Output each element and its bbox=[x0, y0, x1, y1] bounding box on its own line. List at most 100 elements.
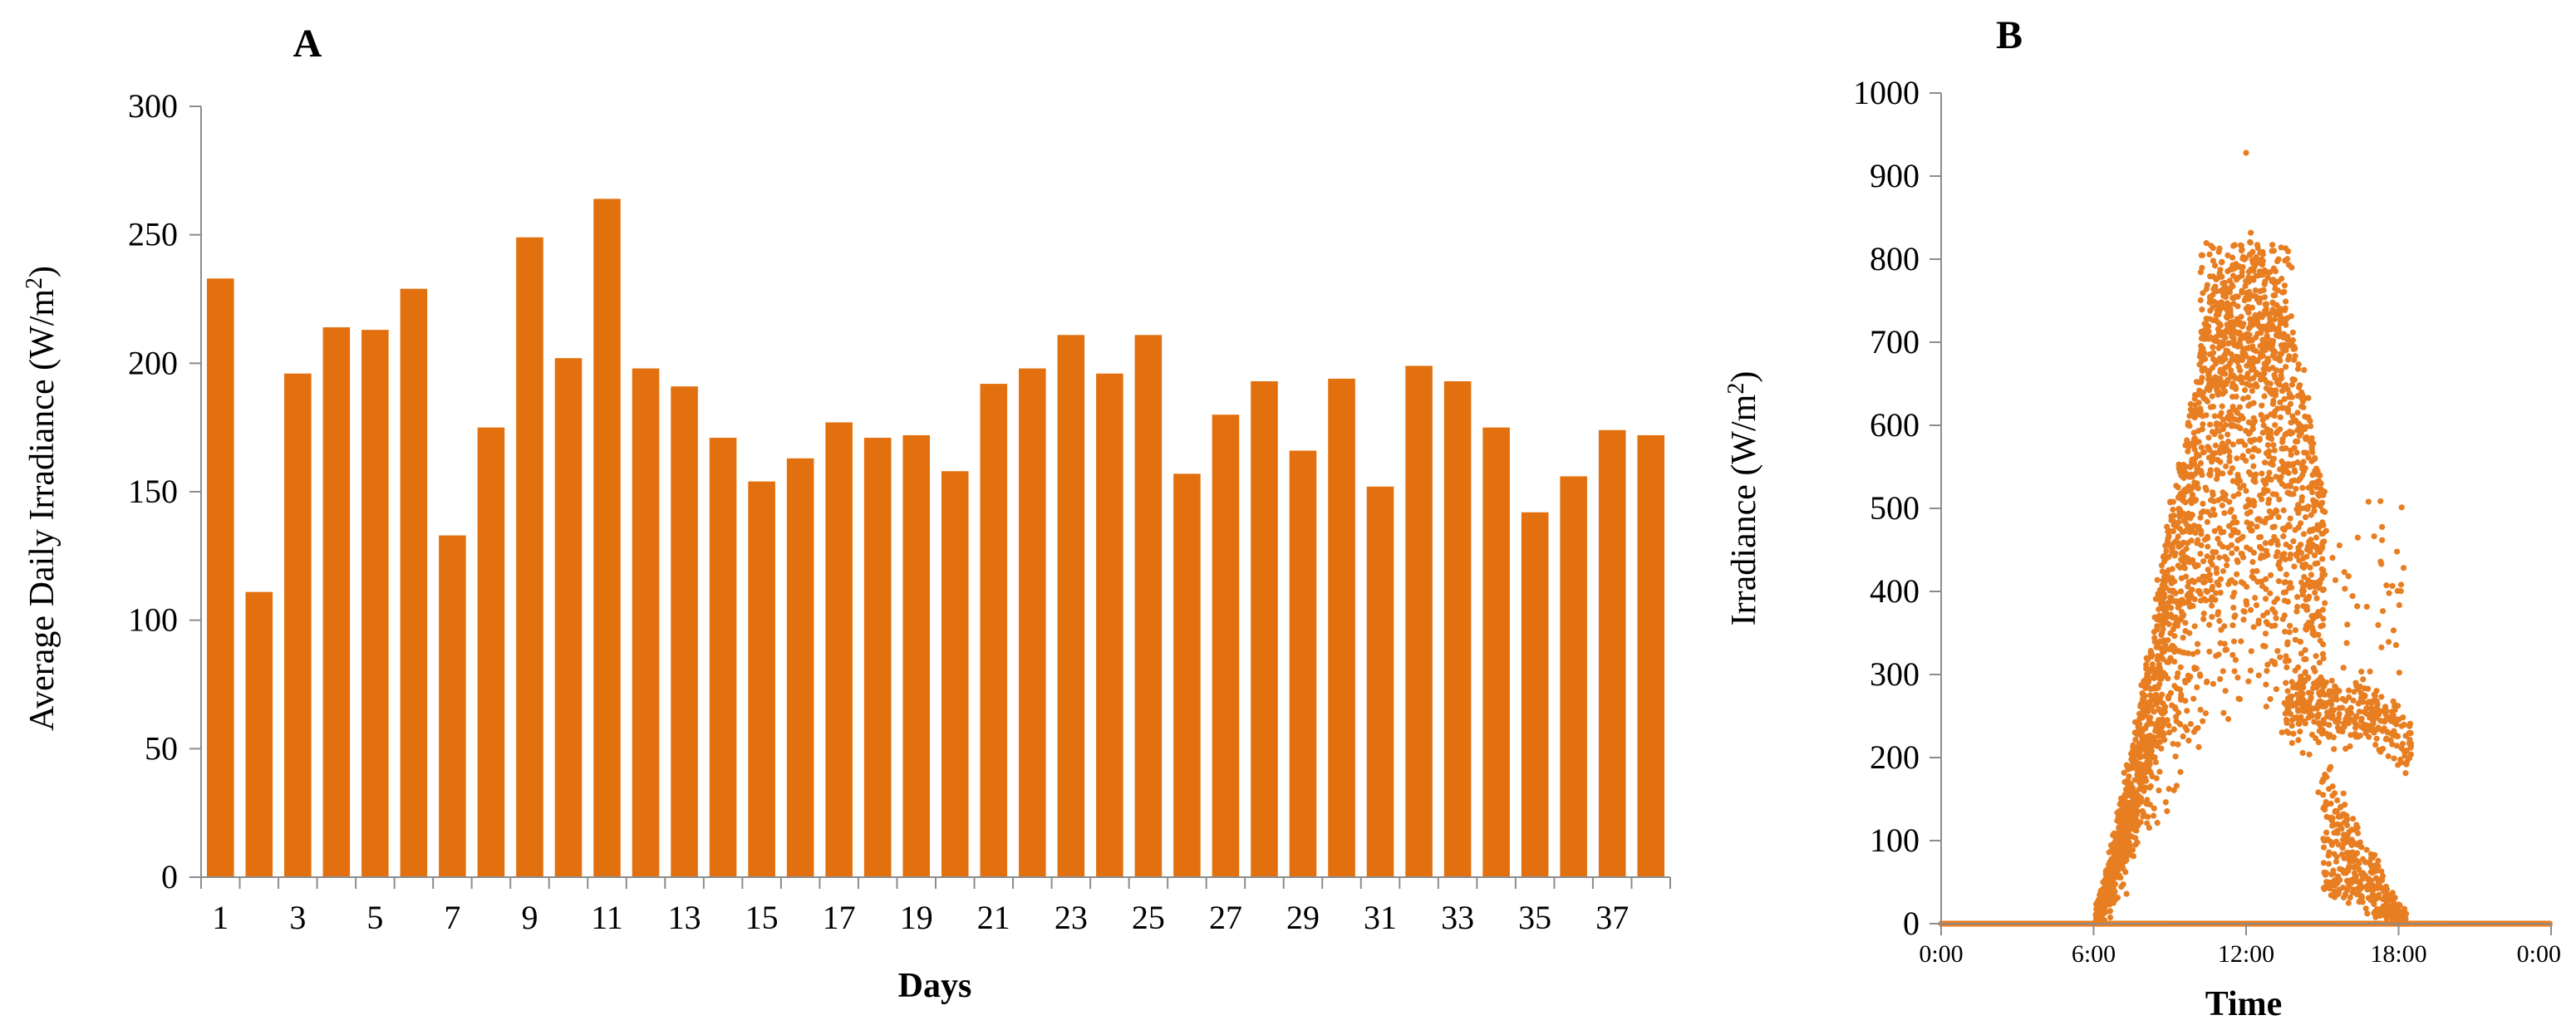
scatter-point bbox=[2146, 733, 2153, 739]
scatter-point bbox=[2188, 463, 2195, 469]
scatter-point bbox=[2225, 252, 2231, 259]
scatter-point bbox=[2258, 545, 2265, 552]
scatter-point bbox=[2291, 444, 2298, 451]
scatter-point bbox=[2236, 696, 2244, 703]
scatter-point bbox=[2287, 551, 2294, 558]
scatter-point bbox=[2121, 792, 2128, 798]
scatter-point bbox=[2327, 884, 2333, 890]
scatter-point bbox=[2293, 608, 2300, 615]
scatter-point bbox=[2182, 620, 2189, 626]
scatter-point bbox=[2154, 576, 2161, 583]
scatter-point bbox=[2279, 729, 2285, 736]
scatter-point bbox=[2363, 846, 2370, 853]
scatter-point bbox=[2244, 394, 2251, 401]
scatter-point bbox=[2279, 616, 2286, 622]
scatter-point bbox=[2216, 245, 2223, 252]
scatter-point bbox=[2214, 381, 2220, 389]
scatter-point bbox=[2329, 822, 2336, 829]
scatter-point bbox=[2215, 497, 2221, 503]
scatter-point bbox=[2191, 481, 2198, 488]
scatter-point bbox=[2285, 470, 2292, 477]
scatter-point bbox=[2259, 552, 2265, 559]
scatter-point bbox=[2220, 668, 2226, 674]
scatter-point bbox=[2388, 709, 2396, 715]
scatter-point bbox=[2219, 340, 2226, 346]
scatter-point bbox=[2192, 563, 2199, 570]
scatter-point bbox=[2202, 710, 2209, 717]
scatter-point bbox=[2218, 434, 2225, 440]
scatter-point bbox=[2209, 393, 2215, 400]
scatter-point bbox=[2377, 877, 2384, 884]
scatter-point bbox=[2321, 538, 2328, 545]
scatter-point bbox=[2270, 455, 2277, 462]
scatter-point bbox=[2154, 656, 2161, 663]
scatter-point bbox=[2266, 469, 2273, 476]
scatter-point bbox=[2342, 586, 2348, 592]
scatter-point bbox=[2350, 697, 2357, 704]
scatter-point bbox=[2197, 269, 2204, 276]
scatter-point bbox=[2341, 723, 2347, 730]
scatter-point bbox=[2406, 736, 2413, 743]
scatter-point bbox=[2230, 638, 2238, 645]
scatter-point bbox=[2226, 289, 2234, 296]
scatter-point bbox=[2194, 640, 2201, 647]
scatter-point bbox=[2239, 395, 2247, 402]
scatter-point bbox=[2337, 822, 2344, 828]
scatter-point bbox=[2277, 565, 2283, 572]
scatter-point bbox=[2272, 422, 2279, 429]
scatter-point bbox=[2283, 702, 2290, 709]
scatter-point bbox=[2269, 365, 2276, 371]
scatter-point bbox=[2191, 446, 2198, 453]
scatter-point bbox=[2354, 885, 2361, 892]
scatter-point bbox=[2177, 768, 2184, 775]
scatter-point bbox=[2136, 774, 2143, 781]
scatter-point bbox=[2185, 737, 2192, 744]
scatter-point bbox=[2295, 544, 2302, 552]
scatter-point bbox=[2189, 525, 2195, 532]
scatter-point bbox=[2191, 435, 2198, 442]
scatter-point bbox=[2206, 571, 2213, 578]
scatter-point bbox=[2121, 820, 2127, 826]
panel-b-y-title-main: Irradiance (W/m bbox=[1725, 394, 1763, 625]
scatter-point bbox=[2338, 803, 2344, 810]
scatter-point bbox=[2316, 728, 2323, 734]
bar-day-26 bbox=[1173, 473, 1201, 877]
scatter-point bbox=[2195, 537, 2201, 543]
scatter-point bbox=[2196, 387, 2203, 394]
scatter-point bbox=[2192, 440, 2199, 447]
scatter-point bbox=[2293, 485, 2299, 493]
scatter-point bbox=[2333, 838, 2340, 845]
panel-a-x-tick-label: 5 bbox=[366, 899, 383, 936]
scatter-point bbox=[2271, 348, 2279, 356]
scatter-point bbox=[2180, 474, 2187, 482]
scatter-point bbox=[2207, 576, 2214, 584]
scatter-point bbox=[2173, 782, 2180, 789]
scatter-point bbox=[2270, 277, 2277, 283]
scatter-point bbox=[2397, 581, 2405, 588]
scatter-point bbox=[2236, 404, 2243, 410]
scatter-point bbox=[2328, 841, 2335, 848]
scatter-point bbox=[2319, 508, 2326, 514]
scatter-point bbox=[2258, 268, 2264, 275]
scatter-point bbox=[2396, 670, 2402, 676]
scatter-point bbox=[2197, 597, 2205, 604]
scatter-point bbox=[2175, 648, 2182, 655]
scatter-point bbox=[2237, 484, 2244, 491]
scatter-point bbox=[2250, 624, 2257, 630]
scatter-point bbox=[2377, 748, 2384, 755]
scatter-point bbox=[2286, 629, 2293, 635]
scatter-point bbox=[2298, 714, 2304, 720]
scatter-point bbox=[2287, 515, 2293, 522]
scatter-point bbox=[2336, 542, 2342, 549]
scatter-point bbox=[2243, 598, 2249, 605]
scatter-point bbox=[2146, 802, 2153, 808]
scatter-point bbox=[2319, 606, 2326, 613]
scatter-point bbox=[2248, 366, 2255, 373]
panel-b-x-tick-label: 0:00 bbox=[2517, 940, 2561, 968]
scatter-point bbox=[2232, 328, 2239, 336]
panel-a-bars bbox=[206, 199, 1665, 878]
scatter-point bbox=[2206, 421, 2214, 428]
scatter-point bbox=[2389, 718, 2397, 724]
scatter-point bbox=[2166, 786, 2172, 792]
scatter-point bbox=[2210, 403, 2217, 410]
